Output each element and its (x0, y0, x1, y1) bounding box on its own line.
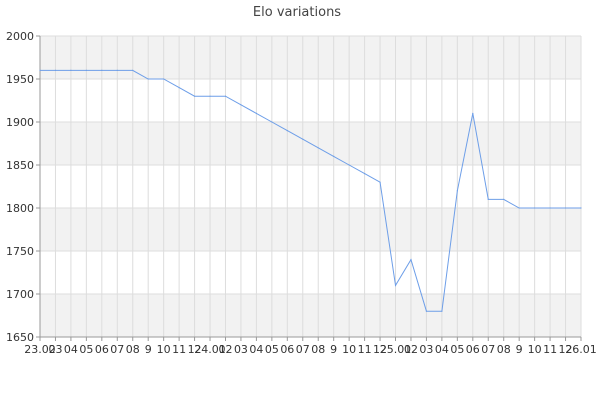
data-point (379, 181, 381, 183)
data-point (240, 104, 242, 106)
x-tick-label: 07 (296, 343, 310, 356)
data-point (564, 207, 567, 209)
y-tick-label: 1650 (6, 331, 34, 344)
data-point (472, 112, 474, 114)
x-tick-label: 12 (188, 343, 202, 356)
x-tick-label: 07 (110, 343, 124, 356)
data-point (101, 69, 103, 71)
x-tick-label: 10 (157, 343, 171, 356)
x-tick-label: 05 (265, 343, 279, 356)
x-tick-label: 11 (172, 343, 186, 356)
y-tick-label: 2000 (6, 30, 34, 43)
x-tick-label: 10 (528, 343, 542, 356)
chart-title: Elo variations (253, 5, 341, 20)
x-tick-label: 12 (559, 343, 573, 356)
data-point (163, 78, 165, 80)
data-point (348, 164, 350, 166)
data-point (487, 198, 489, 200)
horizontal-gridlines (40, 35, 581, 338)
data-point (209, 95, 211, 97)
x-tick-label: 26.01 (565, 343, 597, 356)
data-point (39, 69, 41, 71)
x-tick-label: 9 (516, 343, 523, 356)
data-point (255, 112, 257, 114)
data-point (178, 87, 180, 89)
plot-background-bands (40, 36, 581, 337)
x-tick-label: 03 (234, 343, 248, 356)
y-tick-label: 1900 (6, 116, 34, 129)
y-tick-label: 1800 (6, 202, 34, 215)
data-point (410, 259, 412, 261)
data-point (132, 69, 134, 71)
x-tick-label: 02 (218, 343, 232, 356)
x-tick-label: 10 (342, 343, 356, 356)
plot-band (40, 36, 581, 79)
data-point (503, 198, 505, 200)
x-tick-label: 9 (330, 343, 337, 356)
data-point (302, 138, 304, 140)
plot-band (40, 294, 581, 337)
data-point (271, 121, 273, 123)
data-point (441, 310, 443, 312)
data-point (425, 310, 428, 312)
x-tick-label: 04 (435, 343, 449, 356)
y-axis-ticks: 1650 1700 1750 1800 1850 1900 1950 2000 (6, 30, 40, 344)
x-tick-label: 07 (481, 343, 495, 356)
x-tick-label: 04 (249, 343, 263, 356)
data-point (549, 207, 551, 209)
data-point (317, 147, 319, 149)
x-tick-label: 04 (64, 343, 78, 356)
y-tick-label: 1750 (6, 245, 34, 258)
x-tick-label: 11 (543, 343, 557, 356)
data-point (286, 130, 288, 132)
data-point (224, 95, 227, 97)
data-point (534, 207, 536, 209)
x-tick-label: 11 (358, 343, 372, 356)
x-tick-label: 12 (373, 343, 387, 356)
plot-band (40, 208, 581, 251)
x-tick-label: 08 (497, 343, 511, 356)
x-tick-label: 05 (450, 343, 464, 356)
data-point (333, 155, 335, 157)
y-tick-label: 1850 (6, 159, 34, 172)
x-tick-label: 06 (95, 343, 109, 356)
data-point (116, 69, 118, 71)
x-tick-label: 05 (79, 343, 93, 356)
data-point (364, 173, 366, 175)
x-tick-label: 25.01 (380, 343, 412, 356)
x-tick-label: 24.01 (194, 343, 226, 356)
x-tick-label: 9 (145, 343, 152, 356)
data-point (580, 207, 582, 209)
data-point (193, 95, 196, 97)
vertical-gridlines (39, 36, 582, 337)
x-tick-label: 02 (404, 343, 418, 356)
x-tick-label: 08 (311, 343, 325, 356)
x-tick-label: 23.02 (24, 343, 56, 356)
data-point (456, 190, 458, 192)
data-point (394, 284, 397, 286)
y-tick-label: 1700 (6, 288, 34, 301)
x-tick-label: 06 (466, 343, 480, 356)
data-point (147, 78, 149, 80)
series-points (39, 69, 582, 312)
data-point (54, 69, 57, 71)
x-tick-label: 03 (48, 343, 62, 356)
x-tick-label: 08 (126, 343, 140, 356)
x-tick-label: 06 (280, 343, 294, 356)
data-point (85, 69, 87, 71)
series-line-elo (40, 69, 581, 312)
data-point (518, 207, 520, 209)
x-tick-label: 03 (419, 343, 433, 356)
y-tick-label: 1950 (6, 73, 34, 86)
data-point (70, 69, 72, 71)
